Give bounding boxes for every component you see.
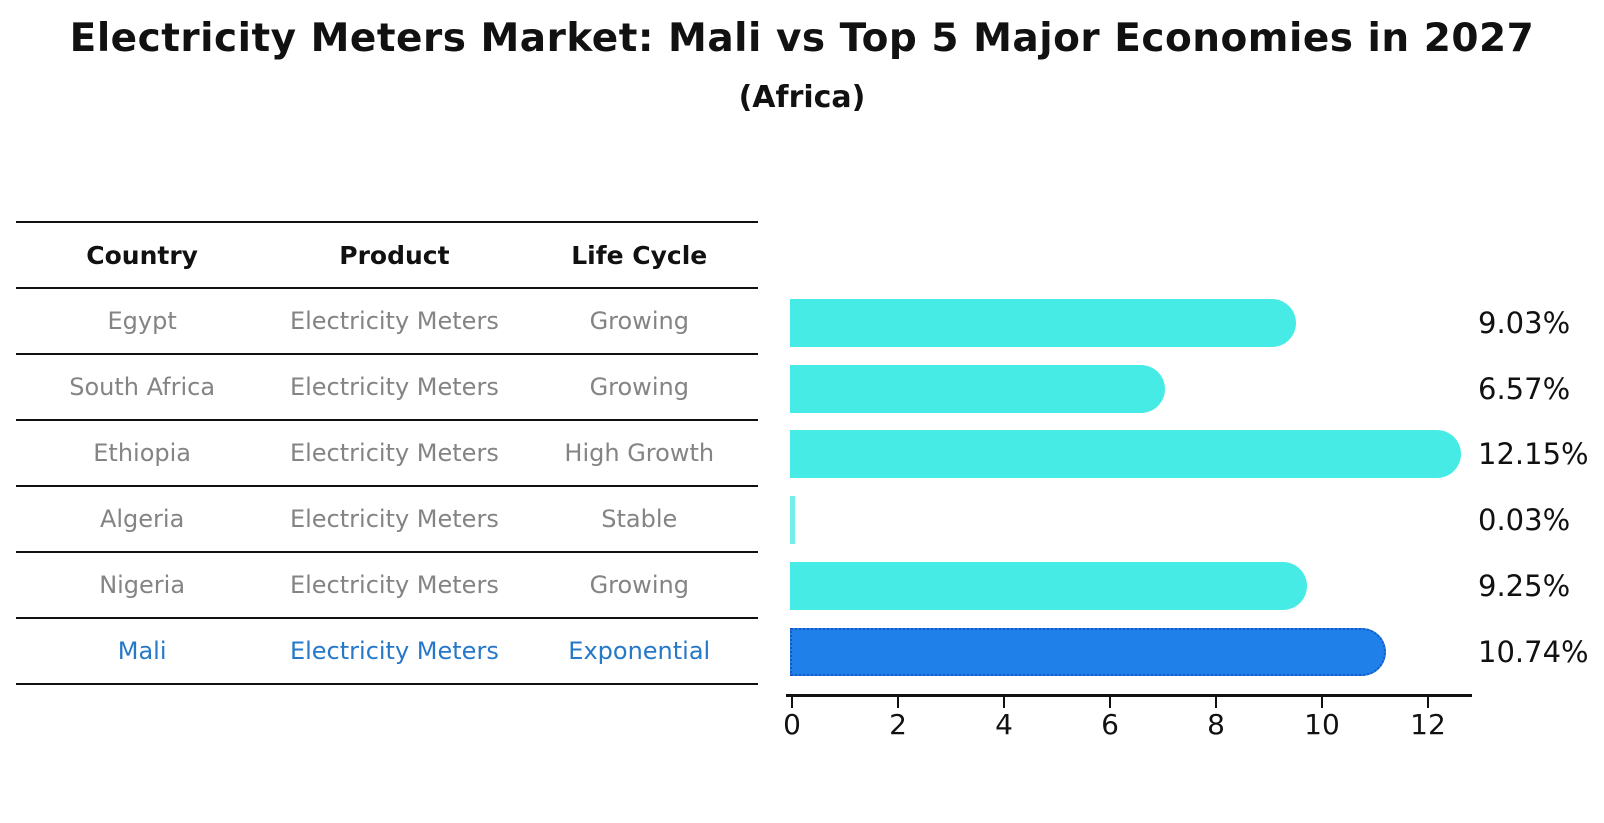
x-tick-mark: [1003, 696, 1005, 708]
cell-life-cycle: Growing: [589, 307, 689, 335]
column-header-country: Country: [86, 240, 198, 270]
cell-country: Mali: [117, 637, 167, 665]
x-tick-mark: [791, 696, 793, 708]
cell-life-cycle: Exponential: [568, 637, 711, 665]
table-row: Algeria Electricity Meters Stable: [16, 487, 758, 553]
bar-mali: [790, 627, 1386, 676]
bar-south-africa: [790, 364, 1165, 413]
x-tick-label: 12: [1410, 708, 1446, 741]
bar-ethiopia: [790, 430, 1461, 479]
table-row: Egypt Electricity Meters Growing: [16, 289, 758, 355]
value-label: 9.25%: [1478, 568, 1571, 603]
cell-product: Electricity Meters: [289, 439, 499, 467]
x-tick-label: 10: [1304, 708, 1340, 741]
page-subtitle: (Africa): [738, 80, 866, 115]
value-label: 10.74%: [1478, 634, 1589, 669]
cell-country: Egypt: [107, 307, 177, 335]
column-header-product: Product: [339, 240, 450, 270]
value-label: 6.57%: [1478, 371, 1571, 406]
table-header-row: Country Product Life Cycle: [16, 223, 758, 289]
value-label: 9.03%: [1478, 306, 1571, 340]
cell-life-cycle: High Growth: [564, 439, 715, 467]
column-header-life-cycle: Life Cycle: [571, 240, 708, 270]
cell-product: Electricity Meters: [289, 637, 499, 665]
cell-country: Algeria: [99, 505, 185, 533]
x-tick-mark: [1427, 696, 1429, 708]
cell-life-cycle: Growing: [589, 571, 689, 599]
x-tick-label: 8: [1207, 708, 1225, 741]
table-row: Ethiopia Electricity Meters High Growth: [16, 421, 758, 487]
cell-product: Electricity Meters: [289, 571, 499, 599]
x-tick-mark: [1109, 696, 1111, 708]
cell-product: Electricity Meters: [289, 505, 499, 533]
bar-egypt: [790, 299, 1296, 347]
cell-product: Electricity Meters: [289, 373, 499, 401]
x-tick-label: 6: [1101, 708, 1119, 741]
x-tick-mark: [1321, 696, 1323, 708]
x-tick-mark: [1215, 696, 1217, 708]
cell-country: Ethiopia: [93, 439, 191, 467]
table-row: South Africa Electricity Meters Growing: [16, 355, 758, 421]
cell-life-cycle: Growing: [589, 373, 689, 401]
bar-algeria: [790, 496, 795, 545]
x-tick-label: 2: [889, 708, 907, 741]
cell-country: Nigeria: [99, 571, 186, 599]
table-row: Nigeria Electricity Meters Growing: [16, 553, 758, 619]
page-title: Electricity Meters Market: Mali vs Top 5…: [69, 16, 1535, 61]
table-row-mali: Mali Electricity Meters Exponential: [16, 619, 758, 685]
value-label: 12.15%: [1478, 437, 1589, 472]
value-label: 0.03%: [1478, 503, 1571, 538]
country-table: Country Product Life Cycle Egypt Electri…: [16, 221, 758, 685]
x-tick-label: 0: [783, 708, 801, 741]
x-tick-mark: [897, 696, 899, 708]
cell-life-cycle: Stable: [601, 505, 678, 533]
cell-country: South Africa: [69, 373, 216, 401]
cell-product: Electricity Meters: [289, 307, 499, 335]
bar-nigeria: [790, 561, 1307, 610]
x-tick-label: 4: [995, 708, 1013, 741]
x-axis-line: [786, 694, 1472, 697]
